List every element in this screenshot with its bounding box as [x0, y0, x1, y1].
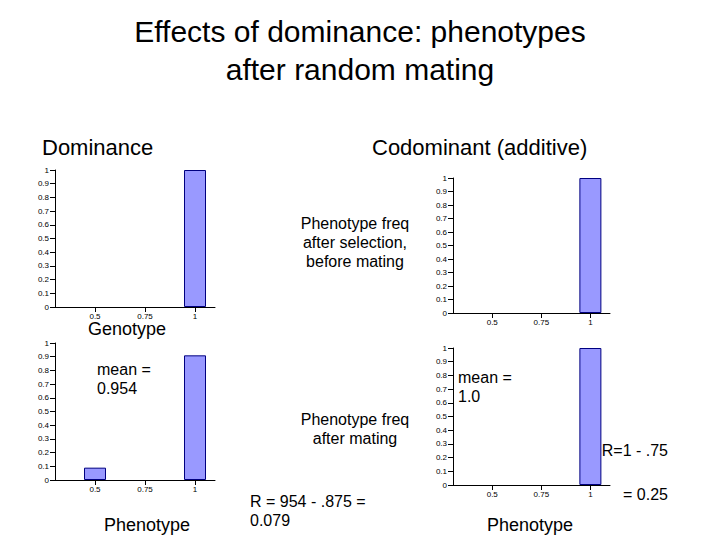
svg-text:= 0.25: = 0.25: [623, 486, 668, 503]
svg-text:1: 1: [45, 166, 50, 175]
svg-text:1.0: 1.0: [458, 388, 480, 405]
svg-text:R=1 - .75: R=1 - .75: [602, 442, 668, 459]
svg-text:0.75: 0.75: [534, 490, 550, 499]
svg-text:0.7: 0.7: [38, 207, 50, 216]
svg-text:0.9: 0.9: [38, 179, 50, 188]
svg-text:0.75: 0.75: [534, 318, 550, 327]
svg-text:0.1: 0.1: [436, 467, 448, 476]
svg-text:0: 0: [45, 303, 50, 312]
svg-text:0.079: 0.079: [250, 512, 290, 529]
svg-text:Phenotype: Phenotype: [104, 515, 190, 535]
svg-text:1: 1: [588, 318, 593, 327]
svg-text:0.8: 0.8: [436, 371, 448, 380]
svg-text:0.75: 0.75: [137, 485, 153, 494]
svg-text:0.7: 0.7: [436, 214, 448, 223]
svg-text:0: 0: [443, 481, 448, 490]
svg-text:0.7: 0.7: [436, 385, 448, 394]
svg-text:0.7: 0.7: [38, 380, 50, 389]
svg-text:0.1: 0.1: [38, 462, 50, 471]
svg-text:1: 1: [443, 344, 448, 353]
svg-text:0.4: 0.4: [436, 255, 448, 264]
svg-text:0.2: 0.2: [38, 448, 50, 457]
svg-text:0.5: 0.5: [89, 485, 101, 494]
svg-text:0.4: 0.4: [38, 248, 50, 257]
svg-text:1: 1: [45, 339, 50, 348]
svg-text:0.2: 0.2: [436, 453, 448, 462]
svg-text:Phenotype freq: Phenotype freq: [301, 215, 410, 232]
svg-text:0.5: 0.5: [487, 490, 499, 499]
svg-text:0.6: 0.6: [436, 398, 448, 407]
svg-text:0.8: 0.8: [436, 201, 448, 210]
svg-text:Genotype: Genotype: [88, 319, 166, 339]
svg-text:0.2: 0.2: [436, 282, 448, 291]
svg-text:mean =: mean =: [97, 361, 151, 378]
svg-text:R = 954 - .875 =: R = 954 - .875 =: [250, 493, 366, 510]
svg-text:0.5: 0.5: [487, 318, 499, 327]
svg-text:Phenotype freq: Phenotype freq: [301, 411, 410, 428]
svg-text:0.5: 0.5: [38, 407, 50, 416]
svg-text:1: 1: [193, 485, 198, 494]
svg-text:0: 0: [443, 309, 448, 318]
svg-text:0.6: 0.6: [38, 393, 50, 402]
svg-text:0.9: 0.9: [436, 357, 448, 366]
svg-text:0.1: 0.1: [38, 289, 50, 298]
svg-text:after mating: after mating: [313, 430, 397, 447]
svg-text:0.1: 0.1: [436, 295, 448, 304]
svg-text:0.8: 0.8: [38, 193, 50, 202]
svg-text:0.9: 0.9: [436, 187, 448, 196]
svg-text:0.8: 0.8: [38, 366, 50, 375]
svg-text:0.2: 0.2: [38, 275, 50, 284]
svg-text:0.4: 0.4: [436, 426, 448, 435]
svg-text:0.5: 0.5: [38, 234, 50, 243]
svg-text:0.5: 0.5: [89, 311, 101, 321]
svg-text:before mating: before mating: [306, 253, 404, 270]
svg-text:1: 1: [193, 312, 198, 321]
svg-text:Phenotype: Phenotype: [487, 515, 573, 535]
svg-text:1: 1: [443, 174, 448, 183]
svg-text:0.4: 0.4: [38, 421, 50, 430]
svg-text:after random mating: after random mating: [226, 53, 494, 86]
svg-text:0.6: 0.6: [436, 228, 448, 237]
svg-text:mean =: mean =: [458, 369, 512, 386]
svg-text:0.5: 0.5: [436, 241, 448, 250]
svg-text:0: 0: [45, 476, 50, 485]
svg-text:0.3: 0.3: [38, 261, 50, 270]
svg-text:0.954: 0.954: [97, 380, 137, 397]
svg-text:Dominance: Dominance: [42, 135, 153, 160]
svg-text:0.5: 0.5: [436, 412, 448, 421]
svg-text:0.9: 0.9: [38, 352, 50, 361]
svg-text:0.3: 0.3: [436, 439, 448, 448]
svg-text:0.6: 0.6: [38, 220, 50, 229]
svg-text:after selection,: after selection,: [303, 234, 407, 251]
svg-text:Codominant (additive): Codominant (additive): [372, 135, 587, 160]
svg-text:Effects of dominance: phenotyp: Effects of dominance: phenotypes: [134, 15, 585, 48]
svg-text:0.3: 0.3: [38, 434, 50, 443]
svg-text:0.75: 0.75: [137, 311, 153, 321]
svg-text:1: 1: [588, 490, 593, 499]
svg-text:0.3: 0.3: [436, 268, 448, 277]
